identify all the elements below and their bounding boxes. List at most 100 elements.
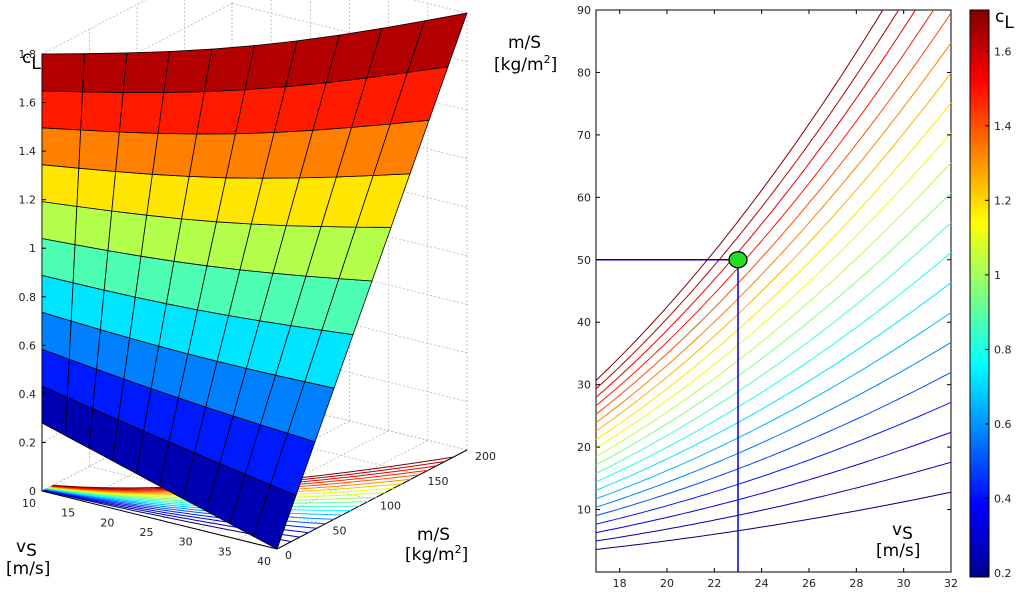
contour-line — [595, 102, 952, 441]
x-tick-label: 20 — [100, 516, 114, 529]
surface-patch — [72, 244, 109, 291]
contour-line — [595, 192, 952, 466]
surface-patch — [163, 48, 213, 93]
contour-y-tick-label: 50 — [577, 254, 591, 267]
contour-line — [595, 162, 952, 457]
contour-x-ticks: 18 20 22 24 26 28 30 32 — [613, 10, 958, 590]
y-tick-label: 150 — [428, 475, 449, 488]
z-tick-label: 0.2 — [19, 436, 37, 449]
contour-line — [595, 12, 952, 415]
contour-y-tick-label: 30 — [577, 379, 591, 392]
contour-line — [595, 132, 952, 449]
z-tick-label: 0.6 — [19, 339, 37, 352]
contour-y-tick-label: 70 — [577, 129, 591, 142]
z-tick-label: 1.4 — [19, 145, 37, 158]
y-tick-label: 200 — [475, 450, 496, 463]
x-tick-label: 40 — [257, 555, 271, 568]
contour-line — [595, 461, 952, 542]
colorbar-tick-label: 0.8 — [994, 343, 1012, 356]
surface-patch — [70, 282, 105, 331]
x-tick-label: 30 — [179, 536, 193, 549]
y-axis-label-line1: m/S — [417, 525, 450, 545]
surface-patch — [157, 91, 205, 135]
contour-y-tick-label: 90 — [577, 4, 591, 17]
colorbar-tick-label: 1 — [994, 269, 1001, 282]
y-tick-label: 100 — [380, 500, 401, 513]
surface-plot: 0 0.2 0.4 0.6 0.8 1 1.2 1.4 1.6 1.8 10 15 20 25 30 35 4… — [6, 0, 496, 579]
z-tick-label: 0 — [29, 485, 36, 498]
colorbar-tick-label: 1.2 — [994, 194, 1012, 207]
colorbar-tick-label: 0.2 — [994, 567, 1012, 580]
y-ticks: 0 50 100 150 200 — [285, 450, 496, 562]
contour-lines — [595, 9, 952, 550]
contour-line — [595, 282, 952, 491]
z-tick-label: 0.8 — [19, 291, 37, 304]
contour-x-tick-label: 28 — [849, 577, 863, 590]
contour-line — [595, 9, 916, 398]
guide-lines — [596, 259, 739, 572]
contour-y-ticks: 10 20 30 40 50 60 70 80 90 — [577, 4, 951, 517]
contour-line — [595, 9, 934, 407]
operating-point-marker — [728, 251, 748, 269]
x-tick-label: 10 — [22, 497, 36, 510]
contour-line — [595, 491, 952, 550]
contour-line — [595, 222, 952, 474]
surface-patch — [76, 167, 117, 212]
colorbar-tick-label: 1.4 — [994, 120, 1012, 133]
contour-line — [595, 341, 952, 508]
y-tick-label: 50 — [333, 524, 347, 537]
surface-patch — [41, 53, 85, 93]
surface-patch — [78, 129, 120, 172]
contour-x-tick-label: 26 — [802, 577, 816, 590]
contour-y-tick-label: 20 — [577, 441, 591, 454]
surface-patch — [41, 90, 84, 131]
surface-patch — [41, 127, 82, 169]
contour-line — [595, 9, 884, 381]
contour-line — [595, 401, 952, 525]
surface-patch — [111, 171, 153, 216]
surface-patch — [80, 91, 124, 133]
colorbar-label: cL — [995, 7, 1014, 33]
z-tick-label: 1.2 — [19, 194, 37, 207]
z-ticks: 0 0.2 0.4 0.6 0.8 1 1.2 1.4 1.6 1.8 — [19, 48, 46, 498]
contour-line — [595, 312, 952, 500]
surface-patch — [406, 12, 468, 73]
operating-point — [728, 251, 748, 269]
contour-y-tick-label: 80 — [577, 66, 591, 79]
contour-y-label-line2: [kg/m2] — [494, 53, 557, 75]
contour-x-tick-label: 20 — [660, 577, 674, 590]
x-axis-label-line2: [m/s] — [6, 559, 50, 579]
surface-patch — [122, 51, 170, 93]
z-tick-label: 1.6 — [19, 97, 37, 110]
contour-y-tick-label: 40 — [577, 316, 591, 329]
x-tick-label: 25 — [140, 526, 154, 539]
colorbar-tick-label: 1.6 — [994, 45, 1012, 58]
contour-x-tick-label: 32 — [944, 577, 958, 590]
floor-contour — [46, 488, 351, 511]
surface-patch — [118, 92, 165, 134]
y-tick-label: 0 — [285, 549, 292, 562]
contour-y-label-line1: m/S — [508, 33, 541, 53]
contour-x-label-line1: vS — [892, 520, 913, 544]
contour-x-tick-label: 18 — [613, 577, 627, 590]
contour-x-label-line2: [m/s] — [876, 541, 920, 561]
surface-patch — [115, 131, 159, 175]
contour-line — [595, 371, 952, 517]
colorbar-gradient — [969, 9, 990, 578]
x-tick-label: 15 — [61, 507, 75, 520]
colorbar-tick-label: 0.6 — [994, 418, 1012, 431]
contour-y-tick-label: 60 — [577, 191, 591, 204]
colorbar-ticks: 0.2 0.4 0.6 0.8 1 1.2 1.4 1.6 — [985, 45, 1012, 580]
contour-y-tick-label: 10 — [577, 504, 591, 517]
contour-line — [595, 9, 899, 390]
surface-patch — [41, 201, 78, 246]
z-tick-label: 0.4 — [19, 388, 37, 401]
surface-patch — [41, 238, 76, 284]
surface-patch — [41, 164, 80, 207]
surface-patch — [99, 289, 136, 339]
colorbar-tick-label: 0.4 — [994, 492, 1012, 505]
z-tick-label: 1 — [29, 242, 36, 255]
contour-x-tick-label: 22 — [707, 577, 721, 590]
